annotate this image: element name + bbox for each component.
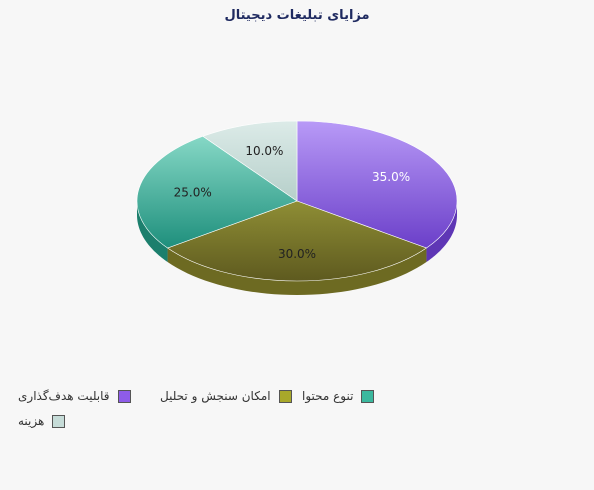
legend-item-measurement[interactable]: امکان سنجش و تحلیل [160, 386, 292, 406]
pie-top-layer [136, 120, 458, 282]
pie-label-layer: 35.0% 30.0% 25.0% 10.0% [174, 144, 411, 261]
legend-swatch-measurement [278, 389, 292, 403]
chart-title: مزایای تبلیغات دیجیتال [224, 8, 370, 23]
legend-label-measurement: امکان سنجش و تحلیل [160, 389, 271, 403]
legend-item-content-variety[interactable]: تنوع محتوا [302, 386, 375, 406]
pie-side-targeting [426, 201, 457, 263]
pie-side-content-variety [137, 201, 168, 263]
pie-slice-cost[interactable] [202, 120, 298, 202]
data-label-content-variety: 25.0% [174, 186, 212, 200]
pie-slice-measurement[interactable] [166, 200, 428, 282]
legend-label-cost: هزینه [18, 414, 45, 428]
legend-swatch-targeting [117, 389, 131, 403]
legend-swatch-cost [52, 414, 66, 428]
legend-label-content-variety: تنوع محتوا [302, 389, 354, 403]
legend-item-cost[interactable]: هزینه [18, 411, 66, 431]
pie-slice-targeting[interactable] [296, 120, 458, 249]
pie-slice-content-variety[interactable] [136, 135, 298, 249]
legend-label-targeting: قابلیت هدف‌گذاری [18, 389, 110, 403]
legend-item-targeting[interactable]: قابلیت هدف‌گذاری [18, 386, 131, 406]
pie-side-layer [137, 201, 457, 295]
data-label-measurement: 30.0% [278, 247, 316, 261]
data-label-targeting: 35.0% [372, 170, 410, 184]
legend-swatch-content-variety [361, 389, 375, 403]
pie-chart: 35.0% 30.0% 25.0% 10.0% [136, 120, 458, 295]
data-label-cost: 10.0% [245, 144, 283, 158]
pie-side-measurement [167, 248, 427, 295]
